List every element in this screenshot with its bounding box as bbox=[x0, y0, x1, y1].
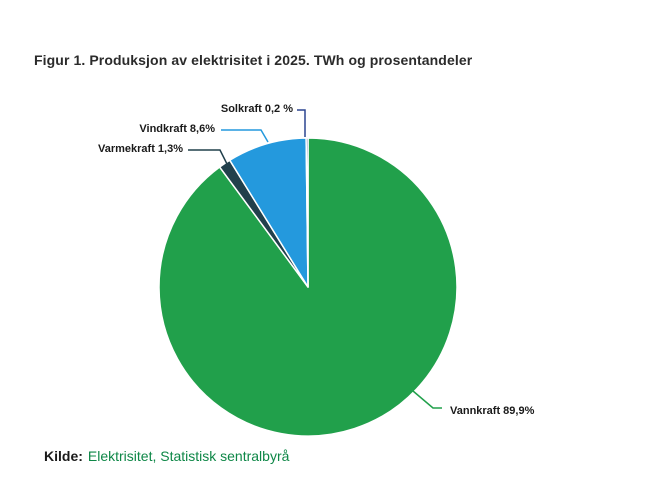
slice-label-solkraft: Solkraft 0,2 % bbox=[220, 103, 293, 115]
leader-line-varmekraft bbox=[188, 149, 230, 169]
source-line: Kilde: Elektrisitet, Statistisk sentralby… bbox=[44, 448, 289, 464]
leader-line-vindkraft bbox=[221, 129, 269, 143]
pie-slice-solkraft[interactable] bbox=[305, 137, 309, 288]
source-prefix-label: Kilde: bbox=[44, 448, 83, 464]
source-link[interactable]: Elektrisitet, Statistisk sentralbyrå bbox=[87, 448, 290, 464]
leader-line-solkraft bbox=[297, 109, 306, 137]
slice-label-vindkraft: Vindkraft 8,6% bbox=[139, 123, 215, 135]
figure-title: Figur 1. Produksjon av elektrisitet i 20… bbox=[34, 52, 473, 68]
slice-label-vannkraft: Vannkraft 89,9% bbox=[450, 405, 535, 417]
slice-label-varmekraft: Varmekraft 1,3% bbox=[98, 143, 183, 155]
leader-line-vannkraft bbox=[412, 390, 442, 409]
